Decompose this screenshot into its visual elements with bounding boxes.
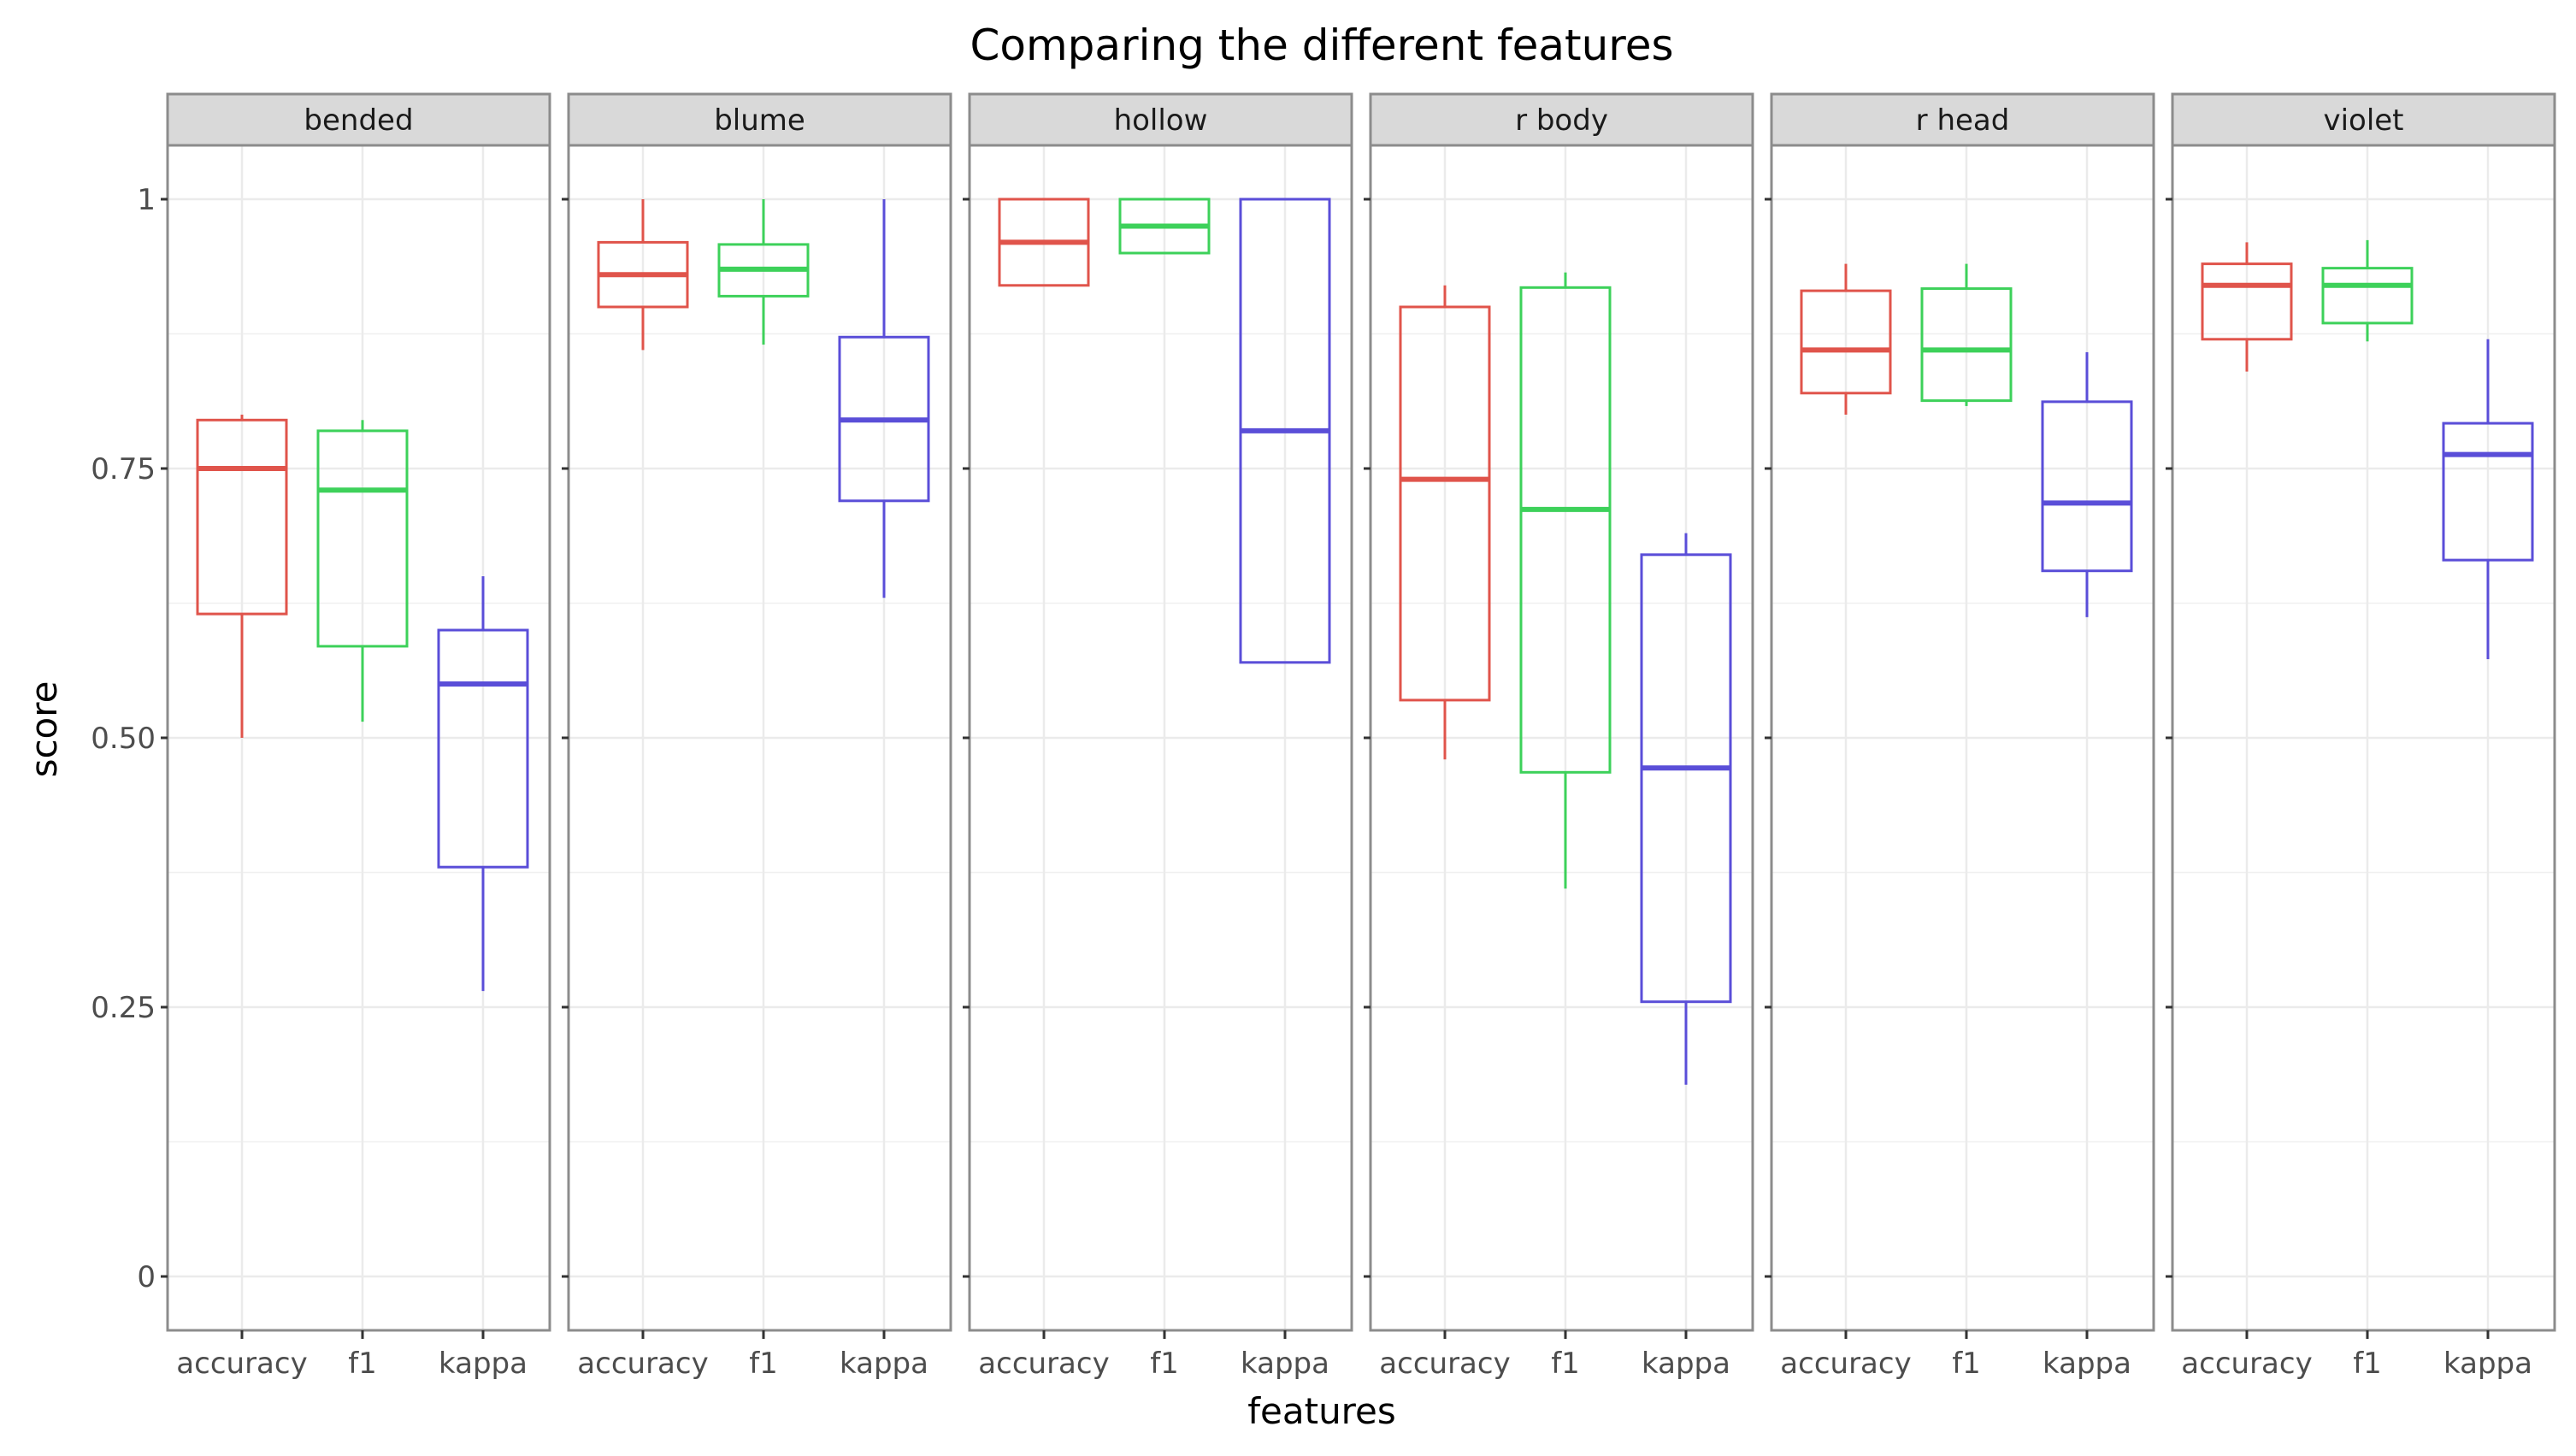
strip-label-blume: blume	[714, 103, 805, 138]
x-tick-label-f1: f1	[1150, 1347, 1179, 1381]
box-bended-accuracy	[196, 418, 288, 616]
strip-label-hollow: hollow	[1114, 103, 1208, 138]
box-r-body-kappa	[1640, 553, 1732, 1004]
x-tick-label-kappa: kappa	[439, 1347, 528, 1381]
y-tick-label: 1	[137, 183, 156, 217]
strip-r-head	[1770, 92, 2155, 147]
x-tick-label-accuracy: accuracy	[1379, 1347, 1510, 1381]
y-tick-label: 0	[137, 1260, 156, 1294]
box-r-body-accuracy	[1399, 305, 1491, 702]
x-axis-title: features	[1247, 1390, 1396, 1432]
strip-hollow	[968, 92, 1353, 147]
y-tick-label: 0.25	[91, 991, 156, 1025]
box-r-body-f1	[1519, 286, 1612, 774]
x-tick-label-kappa: kappa	[1241, 1347, 1329, 1381]
strip-label-bended: bended	[304, 103, 413, 138]
box-r-head-f1	[1920, 287, 2013, 403]
x-tick-label-accuracy: accuracy	[176, 1347, 307, 1381]
facet-panels: bended accuracy f1 kappa blume accuracy f1 kapp…	[91, 92, 2556, 1381]
strip-blume	[567, 92, 952, 147]
strip-violet	[2171, 92, 2556, 147]
strip-bended	[166, 92, 551, 147]
y-axis-title: score	[23, 681, 65, 778]
x-tick-label-f1: f1	[1551, 1347, 1580, 1381]
x-tick-label-accuracy: accuracy	[1780, 1347, 1911, 1381]
box-r-head-kappa	[2041, 400, 2133, 573]
box-violet-accuracy	[2201, 262, 2293, 341]
x-tick-label-kappa: kappa	[840, 1347, 928, 1381]
strip-r-body	[1369, 92, 1754, 147]
x-tick-label-f1: f1	[348, 1347, 377, 1381]
y-tick-label: 0.50	[91, 722, 156, 756]
strip-label-r-body: r body	[1515, 103, 1608, 138]
x-tick-label-f1: f1	[2353, 1347, 2382, 1381]
y-tick-label: 0.75	[91, 452, 156, 486]
strip-label-violet: violet	[2323, 103, 2403, 138]
x-tick-label-kappa: kappa	[2443, 1347, 2532, 1381]
strip-label-r-head: r head	[1916, 103, 2010, 138]
x-tick-label-accuracy: accuracy	[978, 1347, 1109, 1381]
x-tick-label-kappa: kappa	[2043, 1347, 2131, 1381]
box-r-head-accuracy	[1800, 289, 1892, 395]
box-violet-f1	[2321, 267, 2414, 325]
chart-title: Comparing the different features	[970, 21, 1673, 70]
x-tick-label-kappa: kappa	[1642, 1347, 1730, 1381]
x-tick-label-f1: f1	[749, 1347, 778, 1381]
box-bended-f1	[316, 429, 409, 648]
x-tick-label-f1: f1	[1952, 1347, 1981, 1381]
x-tick-label-accuracy: accuracy	[2181, 1347, 2312, 1381]
box-violet-kappa	[2442, 421, 2534, 562]
box-bended-kappa	[437, 628, 529, 869]
x-tick-label-accuracy: accuracy	[577, 1347, 708, 1381]
